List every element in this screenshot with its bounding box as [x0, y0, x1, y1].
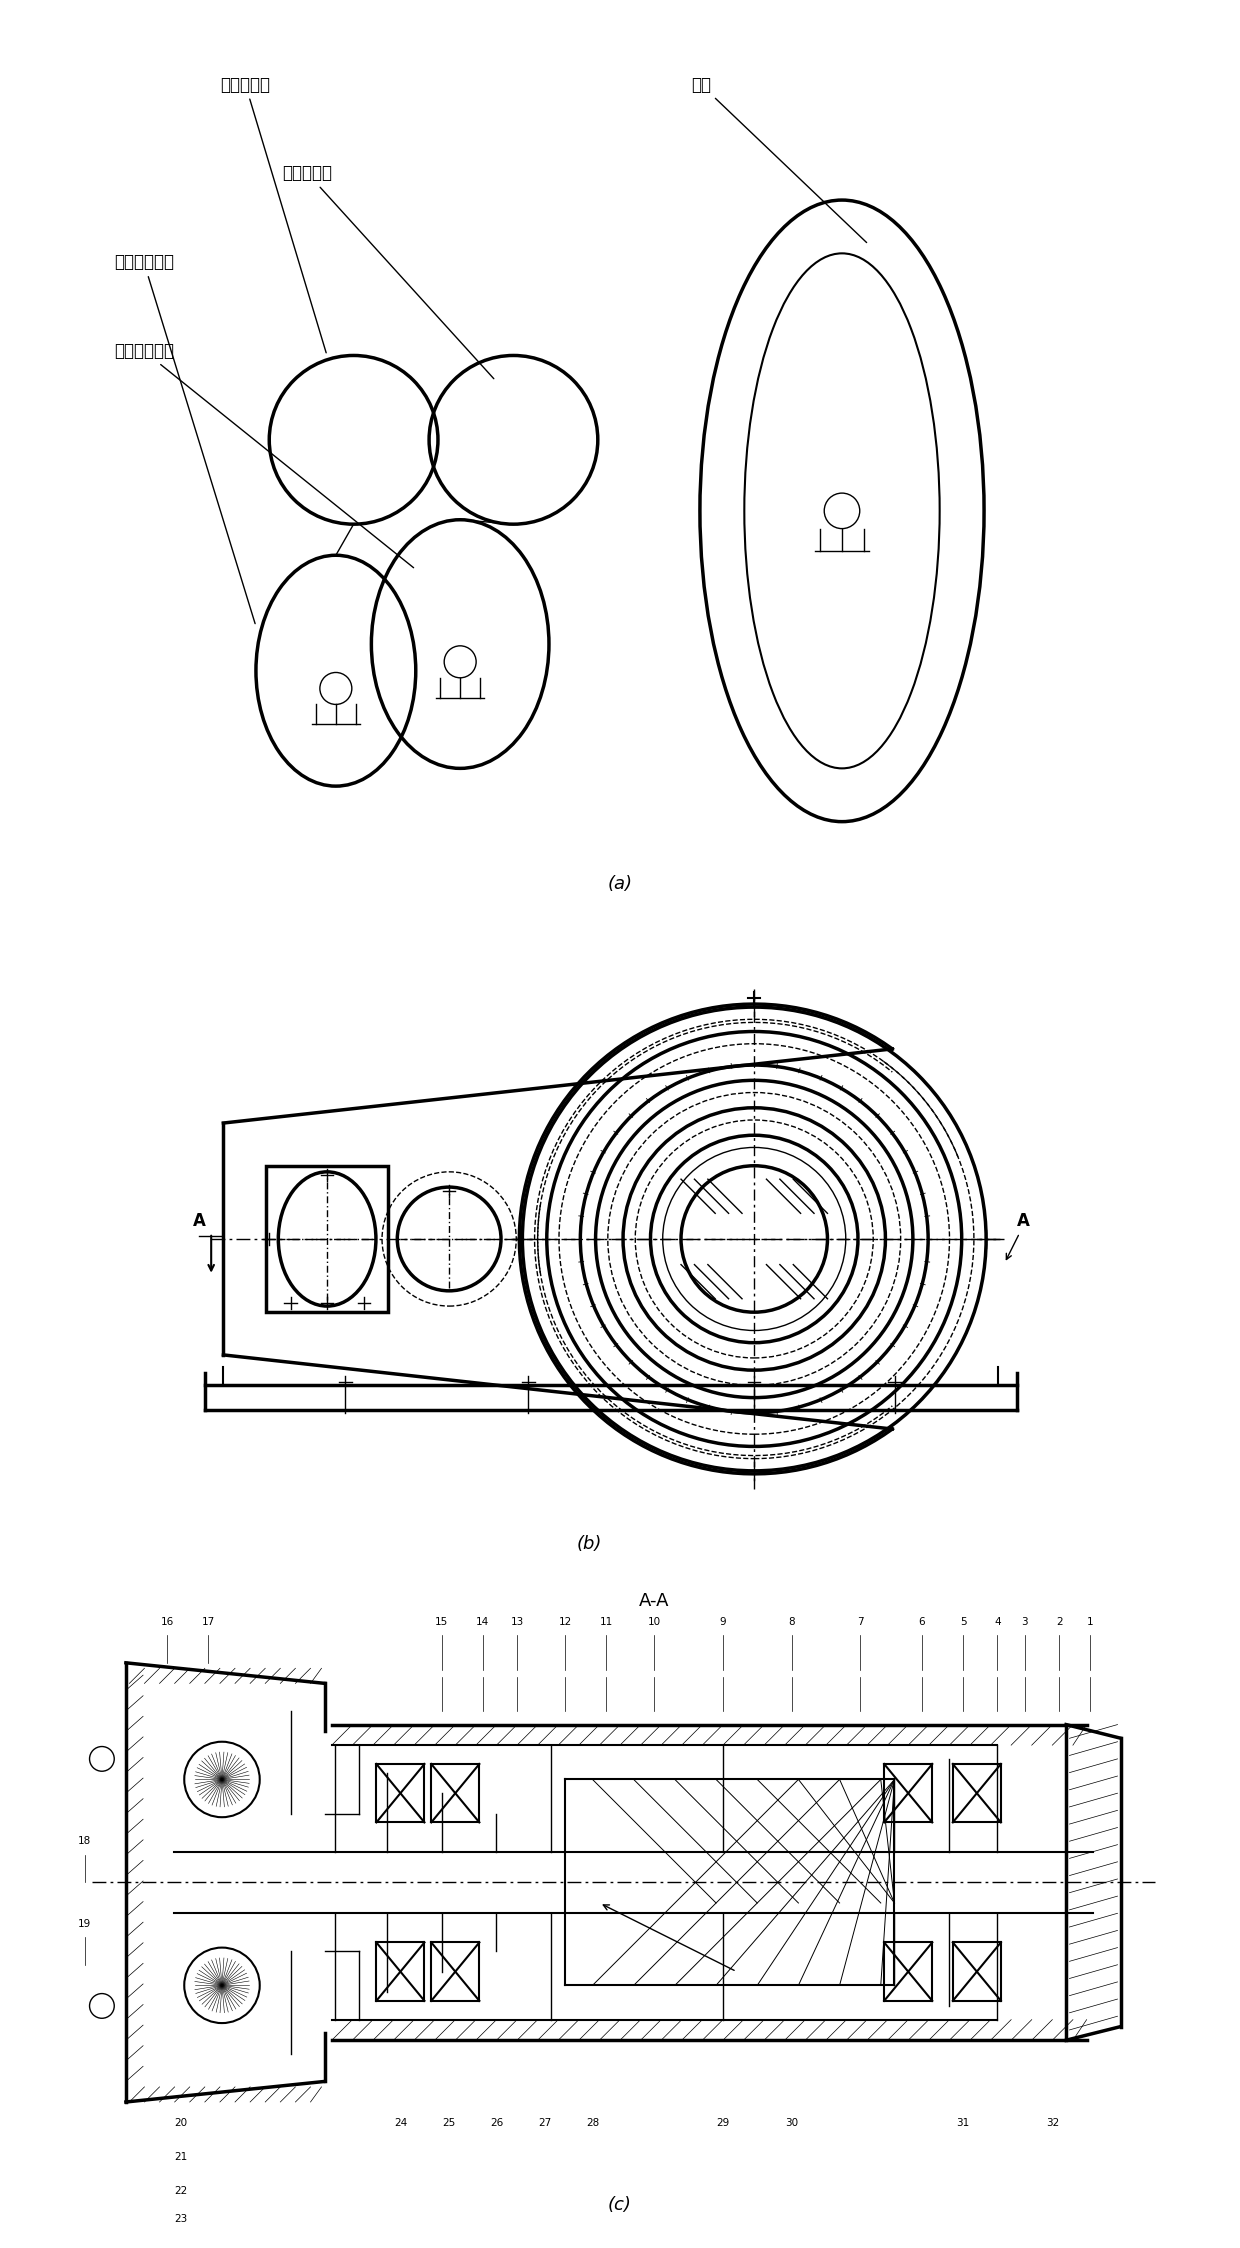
- Text: 9: 9: [719, 1616, 727, 1628]
- Text: 主动圆鯵轮: 主动圆鯵轮: [283, 164, 494, 378]
- Text: (a): (a): [608, 874, 632, 892]
- Text: 从动非圆鯵轮: 从动非圆鯵轮: [114, 254, 255, 623]
- Text: 28: 28: [587, 2118, 599, 2127]
- Text: 26: 26: [490, 2118, 503, 2127]
- Text: 20: 20: [175, 2118, 187, 2127]
- Text: 32: 32: [1045, 2118, 1059, 2127]
- Text: 主动非圆鯵轮: 主动非圆鯵轮: [114, 342, 414, 569]
- Text: A: A: [1017, 1212, 1029, 1230]
- Text: 19: 19: [78, 1918, 92, 1929]
- Text: 23: 23: [174, 2214, 187, 2223]
- Text: 22: 22: [174, 2187, 187, 2196]
- Text: 12: 12: [558, 1616, 572, 1628]
- Text: 25: 25: [441, 2118, 455, 2127]
- Text: 16: 16: [160, 1616, 174, 1628]
- Text: 29: 29: [717, 2118, 729, 2127]
- Text: 11: 11: [600, 1616, 613, 1628]
- Text: 2: 2: [1056, 1616, 1063, 1628]
- Text: 6: 6: [919, 1616, 925, 1628]
- Text: 14: 14: [476, 1616, 490, 1628]
- Text: 30: 30: [785, 2118, 799, 2127]
- Text: 18: 18: [78, 1837, 92, 1846]
- Text: 棱镜: 棱镜: [691, 76, 867, 243]
- Text: A-A: A-A: [639, 1592, 670, 1610]
- Text: 31: 31: [956, 2118, 970, 2127]
- Text: (b): (b): [577, 1535, 603, 1553]
- Text: 21: 21: [174, 2151, 187, 2163]
- Text: 13: 13: [511, 1616, 523, 1628]
- Text: 从动圆鯵轮: 从动圆鯵轮: [221, 76, 326, 353]
- Text: 7: 7: [857, 1616, 863, 1628]
- Text: 5: 5: [960, 1616, 966, 1628]
- Text: 24: 24: [394, 2118, 407, 2127]
- Text: 1: 1: [1086, 1616, 1094, 1628]
- Text: 8: 8: [789, 1616, 795, 1628]
- Text: 10: 10: [647, 1616, 661, 1628]
- Text: (c): (c): [608, 2196, 632, 2214]
- Text: 3: 3: [1022, 1616, 1028, 1628]
- Text: 27: 27: [538, 2118, 551, 2127]
- Text: 17: 17: [202, 1616, 215, 1628]
- Text: 15: 15: [435, 1616, 448, 1628]
- Text: 4: 4: [994, 1616, 1001, 1628]
- Text: A: A: [192, 1212, 206, 1230]
